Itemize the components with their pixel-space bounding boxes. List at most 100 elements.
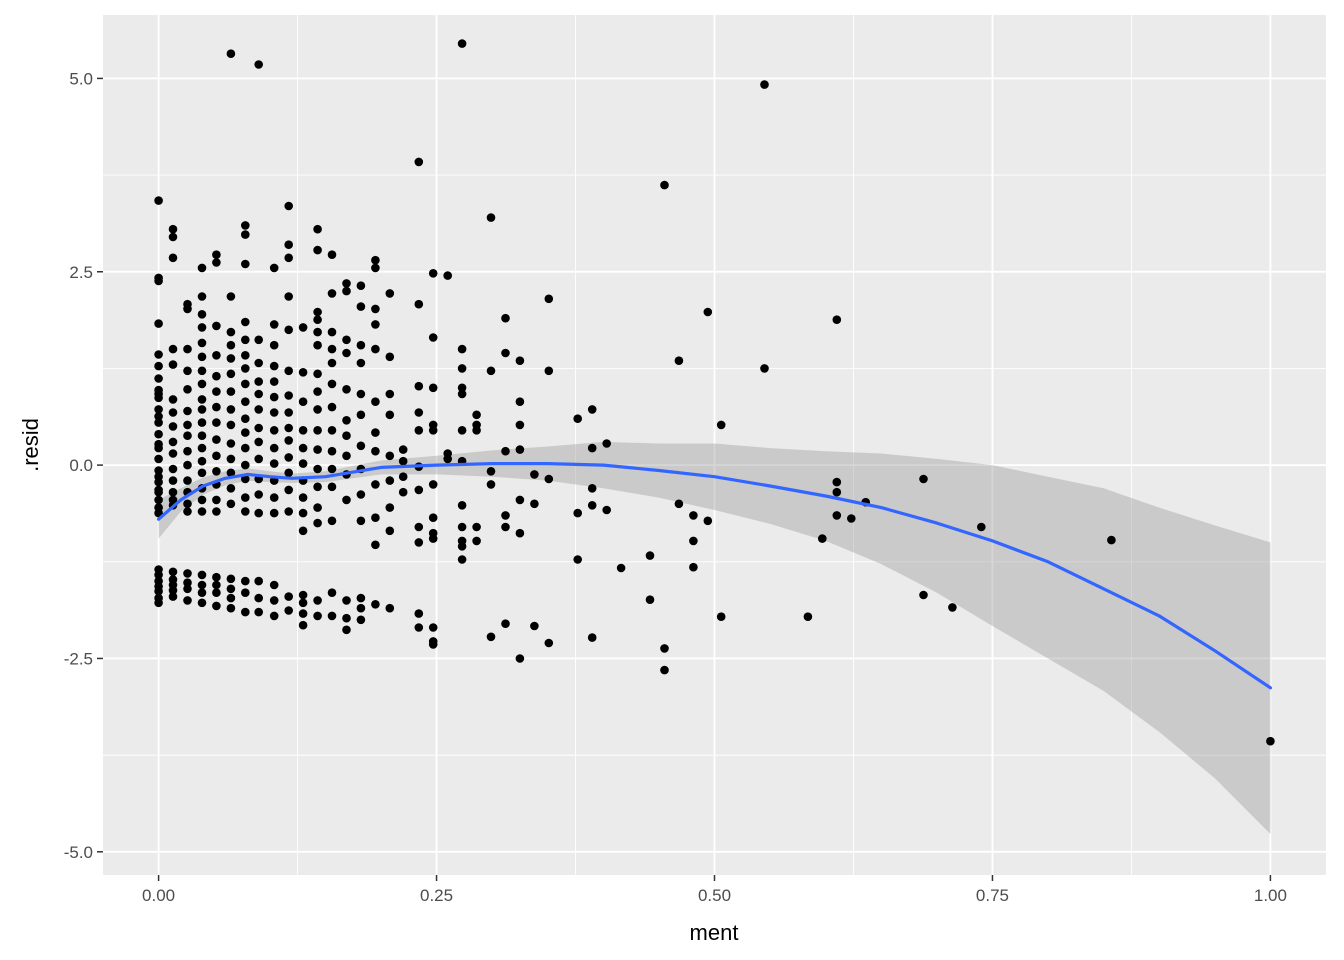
data-point [414, 522, 424, 532]
data-point [241, 317, 250, 327]
data-point [342, 385, 351, 394]
data-point [241, 414, 250, 424]
data-point [197, 366, 207, 376]
data-point [371, 320, 380, 329]
data-point [154, 374, 163, 383]
data-point [356, 603, 366, 613]
data-point [183, 406, 192, 416]
data-point [197, 598, 207, 608]
x-axis-ticks: 0.00 0.25 0.50 0.75 1.00 [142, 875, 1287, 905]
data-point [269, 596, 279, 605]
data-point [457, 39, 467, 48]
data-point [241, 259, 250, 269]
data-point [197, 395, 207, 404]
data-point [241, 443, 250, 453]
data-point [226, 354, 236, 363]
data-point [197, 323, 207, 332]
data-point [501, 511, 510, 520]
data-point [587, 484, 597, 493]
data-point [241, 460, 250, 470]
data-point [501, 313, 510, 323]
data-point [183, 584, 192, 594]
data-point [371, 263, 380, 273]
data-point [284, 408, 294, 417]
data-point [183, 431, 192, 441]
data-point [298, 590, 308, 600]
data-point [486, 632, 496, 642]
data-point [356, 410, 366, 420]
y-tick-label: 5.0 [69, 69, 93, 88]
x-tick-label: 1.00 [1254, 886, 1287, 905]
data-point [313, 503, 322, 512]
data-point [948, 603, 957, 612]
data-point [226, 468, 236, 478]
data-point [197, 263, 207, 273]
data-point [154, 495, 163, 505]
data-point [573, 414, 582, 424]
data-point [760, 364, 769, 373]
data-point [226, 327, 236, 337]
data-point [298, 397, 308, 407]
data-point [212, 495, 221, 505]
data-point [313, 596, 322, 605]
data-point [197, 580, 207, 590]
data-point [168, 567, 178, 577]
data-point [183, 578, 192, 587]
data-point [298, 368, 308, 377]
data-point [269, 459, 279, 468]
data-point [398, 456, 408, 466]
data-point [197, 352, 207, 362]
data-point [298, 609, 308, 618]
data-point [197, 456, 207, 466]
data-point [327, 379, 337, 389]
data-point [385, 526, 395, 536]
data-point [284, 436, 294, 445]
data-point [313, 405, 322, 414]
data-point [313, 307, 322, 317]
data-point [183, 476, 192, 485]
data-point [197, 570, 207, 580]
data-point [183, 420, 192, 430]
data-point [443, 271, 453, 280]
data-point [154, 472, 163, 482]
data-point [241, 493, 250, 502]
data-point [428, 480, 438, 489]
data-point [197, 495, 207, 505]
data-point [269, 340, 279, 350]
data-point [414, 299, 424, 309]
data-point [414, 408, 424, 417]
data-point [284, 485, 294, 495]
data-point [342, 279, 351, 288]
data-point [313, 445, 322, 454]
data-point [254, 593, 263, 603]
data-point [254, 454, 263, 464]
data-point [342, 625, 351, 635]
data-point [269, 508, 279, 518]
smooth-line [157, 462, 1273, 690]
data-point [428, 426, 438, 435]
data-point [371, 397, 380, 407]
data-point [284, 606, 294, 615]
data-point [154, 586, 163, 596]
data-point [168, 464, 178, 474]
data-point [457, 344, 467, 354]
data-point [168, 224, 178, 234]
data-point [414, 538, 424, 547]
data-point [298, 426, 308, 435]
data-point [183, 304, 192, 314]
data-point [212, 402, 221, 412]
data-point [472, 410, 481, 420]
data-point [573, 555, 582, 564]
data-point [241, 507, 250, 516]
data-point [241, 221, 250, 230]
data-point [703, 516, 713, 526]
data-point [284, 592, 294, 601]
data-point [226, 499, 236, 509]
data-point [602, 505, 611, 515]
data-point [269, 408, 279, 417]
data-point [313, 611, 322, 621]
data-point [226, 369, 236, 379]
x-tick-label: 0.25 [420, 886, 453, 905]
data-point [298, 493, 308, 502]
data-point [371, 255, 380, 265]
